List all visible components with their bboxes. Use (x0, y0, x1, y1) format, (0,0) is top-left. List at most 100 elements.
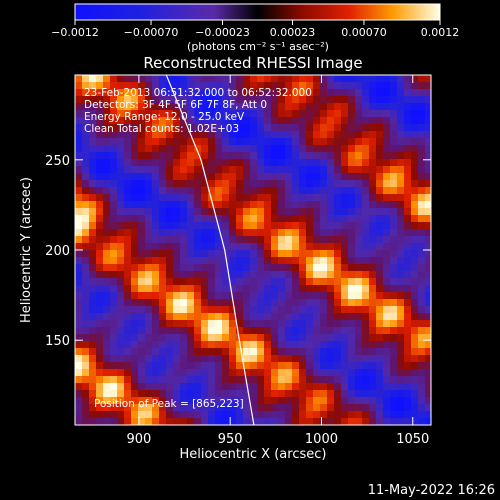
heatmap-cell (159, 355, 166, 362)
heatmap-cell (348, 236, 355, 243)
heatmap-cell (138, 236, 145, 243)
heatmap-cell (264, 411, 271, 418)
heatmap-cell (110, 236, 117, 243)
heatmap-cell (257, 313, 264, 320)
heatmap-cell (425, 306, 431, 313)
heatmap-cell (362, 250, 369, 257)
heatmap-cell (229, 215, 236, 222)
heatmap-cell (299, 208, 306, 215)
heatmap-cell (201, 278, 208, 285)
heatmap-cell (376, 138, 383, 145)
heatmap-cell (362, 89, 369, 96)
heatmap-cell (383, 271, 390, 278)
heatmap-cell (376, 285, 383, 292)
heatmap-cell (243, 306, 250, 313)
heatmap-cell (355, 383, 362, 390)
heatmap-cell (152, 131, 159, 138)
heatmap-cell (152, 376, 159, 383)
heatmap-cell (159, 96, 166, 103)
heatmap-cell (355, 376, 362, 383)
heatmap-cell (166, 411, 173, 418)
heatmap-cell (355, 236, 362, 243)
heatmap-cell (348, 369, 355, 376)
heatmap-cell (264, 278, 271, 285)
heatmap-cell (89, 236, 96, 243)
heatmap-cell (173, 355, 180, 362)
heatmap-cell (194, 194, 201, 201)
heatmap-cell (397, 397, 404, 404)
heatmap-cell (110, 145, 117, 152)
heatmap-cell (250, 243, 257, 250)
heatmap-cell (376, 131, 383, 138)
heatmap-cell (313, 376, 320, 383)
heatmap-cell (264, 131, 271, 138)
heatmap-cell (138, 82, 145, 89)
heatmap-cell (222, 166, 229, 173)
heatmap-cell (376, 75, 383, 82)
heatmap-cell (236, 355, 243, 362)
heatmap-cell (250, 208, 257, 215)
heatmap-cell (285, 320, 292, 327)
heatmap-cell (306, 250, 313, 257)
heatmap-cell (376, 383, 383, 390)
heatmap-cell (369, 159, 376, 166)
heatmap-cell (138, 96, 145, 103)
heatmap-cell (89, 278, 96, 285)
heatmap-cell (89, 341, 96, 348)
heatmap-cell (341, 376, 348, 383)
heatmap-cell (89, 264, 96, 271)
heatmap-cell (271, 348, 278, 355)
heatmap-cell (334, 250, 341, 257)
heatmap-cell (383, 376, 390, 383)
heatmap-cell (320, 96, 327, 103)
heatmap-cell (229, 257, 236, 264)
heatmap-cell (306, 131, 313, 138)
heatmap-cell (138, 222, 145, 229)
heatmap-cell (82, 222, 89, 229)
heatmap-cell (124, 320, 131, 327)
heatmap-cell (299, 103, 306, 110)
heatmap-cell (390, 383, 397, 390)
heatmap-cell (390, 257, 397, 264)
heatmap-cell (243, 194, 250, 201)
heatmap-cell (425, 159, 431, 166)
heatmap-cell (166, 299, 173, 306)
heatmap-cell (313, 82, 320, 89)
heatmap-cell (264, 404, 271, 411)
heatmap-cell (404, 397, 411, 404)
heatmap-cell (236, 75, 243, 82)
heatmap-cell (180, 320, 187, 327)
heatmap-cell (117, 320, 124, 327)
heatmap-cell (418, 208, 425, 215)
heatmap-cell (166, 89, 173, 96)
heatmap-cell (376, 229, 383, 236)
heatmap-cell (390, 229, 397, 236)
heatmap-cell (145, 187, 152, 194)
heatmap-cell (383, 145, 390, 152)
heatmap-cell (215, 138, 222, 145)
heatmap-cell (334, 89, 341, 96)
heatmap-cell (320, 166, 327, 173)
heatmap-cell (201, 82, 208, 89)
heatmap-cell (173, 320, 180, 327)
heatmap-cell (96, 215, 103, 222)
x-tick-label: 1050 (396, 432, 429, 447)
heatmap-cell (89, 222, 96, 229)
heatmap-cell (397, 390, 404, 397)
heatmap-cell (103, 418, 110, 425)
heatmap-cell (390, 348, 397, 355)
heatmap-cell (145, 159, 152, 166)
heatmap-cell (411, 236, 418, 243)
heatmap-cell (103, 376, 110, 383)
heatmap-cell (299, 250, 306, 257)
heatmap-cell (201, 208, 208, 215)
heatmap-cell (75, 397, 82, 404)
heatmap-cell (201, 110, 208, 117)
heatmap-cell (292, 383, 299, 390)
heatmap-cell (362, 187, 369, 194)
heatmap-cell (334, 222, 341, 229)
heatmap-cell (124, 334, 131, 341)
heatmap-cell (187, 271, 194, 278)
heatmap-cell (306, 341, 313, 348)
heatmap-cell (341, 187, 348, 194)
